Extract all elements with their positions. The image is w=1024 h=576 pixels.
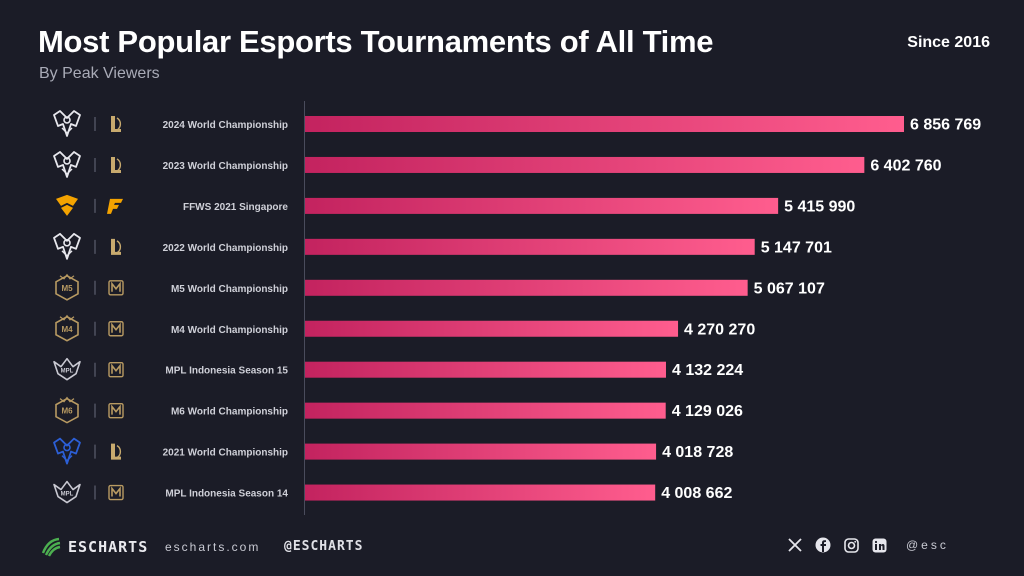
bar	[305, 361, 666, 378]
brand-url[interactable]: escharts.com	[165, 540, 261, 554]
chart-subtitle: By Peak Viewers	[39, 65, 160, 82]
chart-row: MPL MPL Indonesia Season 15 4 132 224	[53, 357, 743, 381]
instagram-icon[interactable]	[842, 536, 860, 554]
bar	[305, 197, 779, 214]
value-label: 4 132 224	[672, 362, 743, 379]
footer: ESCHARTS escharts.com @ESCHARTS @esc	[0, 528, 1024, 568]
linkedin-icon[interactable]	[870, 536, 888, 554]
value-label: 5 147 701	[761, 239, 832, 256]
chart-row: MPL MPL Indonesia Season 14 4 008 662	[53, 480, 732, 504]
footer-extra-handle[interactable]: @esc	[906, 538, 949, 552]
since-label: Since 2016	[907, 34, 990, 51]
category-label: 2021 World Championship	[163, 448, 288, 459]
category-label: 2022 World Championship	[163, 243, 288, 254]
lol-icon	[111, 116, 122, 132]
social-links	[786, 536, 888, 554]
category-label: MPL Indonesia Season 15	[165, 366, 288, 377]
chart-row: M4 M4 World Championship 4 270 270	[55, 314, 755, 342]
bar	[305, 320, 679, 337]
m4-logo-icon: M4	[55, 314, 79, 342]
mlbb-icon	[108, 362, 124, 378]
chart-row: 2024 World Championship 6 856 769	[53, 110, 981, 137]
bar	[305, 238, 755, 255]
mpl-logo-icon: MPL	[53, 357, 81, 381]
svg-text:MPL: MPL	[61, 369, 74, 375]
lol-icon	[111, 443, 122, 460]
category-label: 2023 World Championship	[163, 161, 288, 172]
escharts-logo-icon	[41, 537, 61, 557]
value-label: 4 270 270	[684, 321, 755, 338]
bar	[305, 484, 656, 501]
value-label: 5 067 107	[754, 280, 825, 297]
value-label: 4 008 662	[661, 485, 732, 502]
chart-title: Most Popular Esports Tournaments of All …	[38, 24, 714, 59]
facebook-icon[interactable]	[814, 536, 832, 554]
mlbb-icon	[108, 321, 124, 337]
worlds-2021-logo-icon	[53, 437, 81, 465]
brand-logo[interactable]: ESCHARTS	[40, 536, 148, 558]
bar	[305, 279, 748, 296]
lol-icon	[111, 156, 122, 173]
value-label: 5 415 990	[784, 198, 855, 215]
bar	[305, 116, 904, 132]
value-label: 4 018 728	[662, 444, 733, 461]
mlbb-icon	[108, 484, 124, 501]
chart-row: 2022 World Championship 5 147 701	[53, 232, 832, 260]
bar	[305, 156, 865, 173]
category-label: M6 World Championship	[171, 407, 288, 418]
category-label: FFWS 2021 Singapore	[183, 202, 288, 213]
svg-text:M4: M4	[61, 325, 73, 334]
chart-row: 2023 World Championship 6 402 760	[53, 151, 942, 178]
svg-text:M6: M6	[61, 407, 73, 416]
lol-icon	[111, 238, 122, 255]
value-label: 6 402 760	[870, 157, 941, 174]
category-label: M4 World Championship	[171, 325, 288, 336]
m5-logo-icon: M5	[55, 273, 79, 301]
mlbb-icon	[108, 402, 124, 419]
brand-name: ESCHARTS	[68, 538, 149, 556]
bar	[305, 402, 666, 419]
brand-handle[interactable]: @ESCHARTS	[284, 539, 364, 554]
chart-row: M6 M6 World Championship 4 129 026	[55, 396, 743, 424]
category-label: MPL Indonesia Season 14	[165, 489, 288, 500]
svg-text:MPL: MPL	[61, 492, 74, 498]
x-icon[interactable]	[786, 536, 804, 554]
category-label: M5 World Championship	[171, 284, 288, 295]
chart-row: 2021 World Championship 4 018 728	[53, 437, 733, 465]
ffws-logo-icon	[56, 194, 78, 216]
mpl-logo-icon: MPL	[53, 480, 81, 504]
free-fire-icon	[107, 198, 123, 214]
value-label: 4 129 026	[672, 403, 743, 420]
mlbb-icon	[108, 280, 124, 296]
worlds-logo-icon	[53, 110, 81, 137]
chart-row: M5 M5 World Championship 5 067 107	[55, 273, 825, 301]
worlds-logo-icon	[53, 232, 81, 260]
svg-text:M5: M5	[61, 284, 73, 293]
category-label: 2024 World Championship	[163, 120, 288, 131]
chart-row: FFWS 2021 Singapore 5 415 990	[56, 194, 855, 216]
m6-logo-icon: M6	[55, 396, 79, 424]
worlds-logo-icon	[53, 151, 81, 178]
bar	[305, 443, 657, 460]
value-label: 6 856 769	[910, 117, 981, 134]
